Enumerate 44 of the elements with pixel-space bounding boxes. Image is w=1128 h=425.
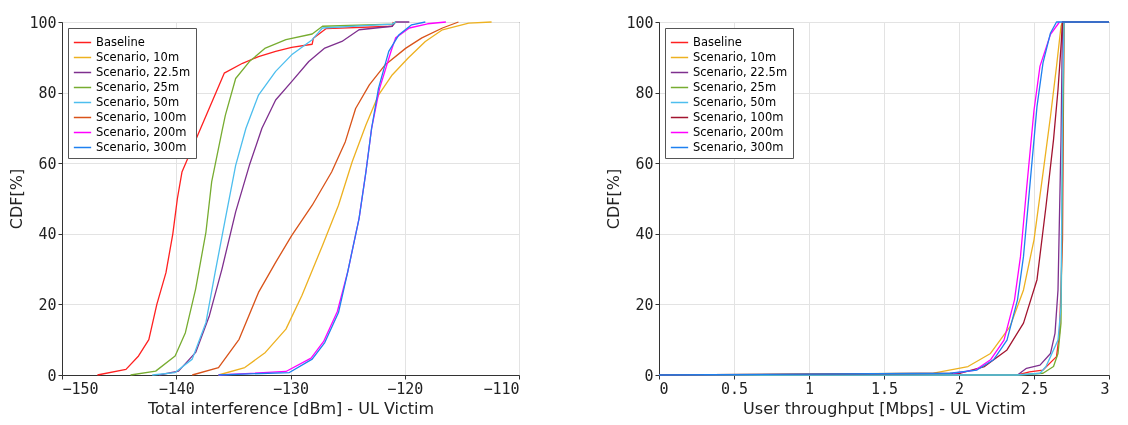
x-tick-label: −150 — [62, 379, 99, 398]
y-tick-label: 80 — [635, 84, 654, 103]
y-tick-label: 20 — [635, 295, 654, 314]
x-tick-label: 0.5 — [720, 379, 749, 398]
x-tick-label: −140 — [158, 379, 195, 398]
y-tick-label: 20 — [38, 295, 57, 314]
legend-label: Scenario, 200m — [96, 124, 187, 139]
x-tick-label: 0 — [659, 379, 669, 398]
legend-label: Scenario, 25m — [96, 79, 180, 94]
x-axis-title: Total interference [dBm] - UL Victim — [146, 398, 435, 418]
y-tick-label: 60 — [635, 154, 654, 173]
legend-label: Scenario, 300m — [96, 139, 187, 154]
legend-label: Scenario, 100m — [693, 109, 784, 124]
y-axis-title: CDF[%] — [7, 168, 27, 230]
legend-label: Baseline — [96, 34, 145, 49]
legend-label: Scenario, 22.5m — [96, 64, 191, 79]
legend-label: Scenario, 200m — [693, 124, 784, 139]
legend-label: Scenario, 50m — [693, 94, 777, 109]
legend-label: Scenario, 25m — [693, 79, 777, 94]
legend-label: Baseline — [693, 34, 742, 49]
y-tick-label: 80 — [38, 84, 57, 103]
x-tick-label: 1 — [804, 379, 815, 398]
x-tick-label: 1.5 — [870, 379, 899, 398]
x-tick-label: −120 — [387, 379, 424, 398]
x-tick-label: 3 — [1100, 379, 1110, 398]
y-axis-title: CDF[%] — [604, 168, 624, 230]
legend-label: Scenario, 22.5m — [693, 64, 788, 79]
x-tick-label: 2.5 — [1020, 379, 1049, 398]
y-tick-label: 40 — [635, 225, 654, 244]
y-tick-label: 0 — [644, 366, 654, 385]
y-tick-label: 60 — [38, 154, 57, 173]
legend-label: Scenario, 10m — [96, 49, 180, 64]
legend-label: Scenario, 100m — [96, 109, 187, 124]
x-axis-title: User throughput [Mbps] - UL Victim — [743, 398, 1026, 418]
x-tick-label: −130 — [272, 379, 310, 398]
legend-label: Scenario, 10m — [693, 49, 777, 64]
y-tick-label: 0 — [47, 366, 57, 385]
y-tick-label: 100 — [626, 13, 654, 32]
x-tick-label: −110 — [483, 379, 520, 398]
legend-label: Scenario, 300m — [693, 139, 784, 154]
x-tick-label: 2 — [954, 379, 965, 398]
y-tick-label: 40 — [38, 225, 57, 244]
legend-label: Scenario, 50m — [96, 94, 180, 109]
y-tick-label: 100 — [29, 13, 57, 32]
